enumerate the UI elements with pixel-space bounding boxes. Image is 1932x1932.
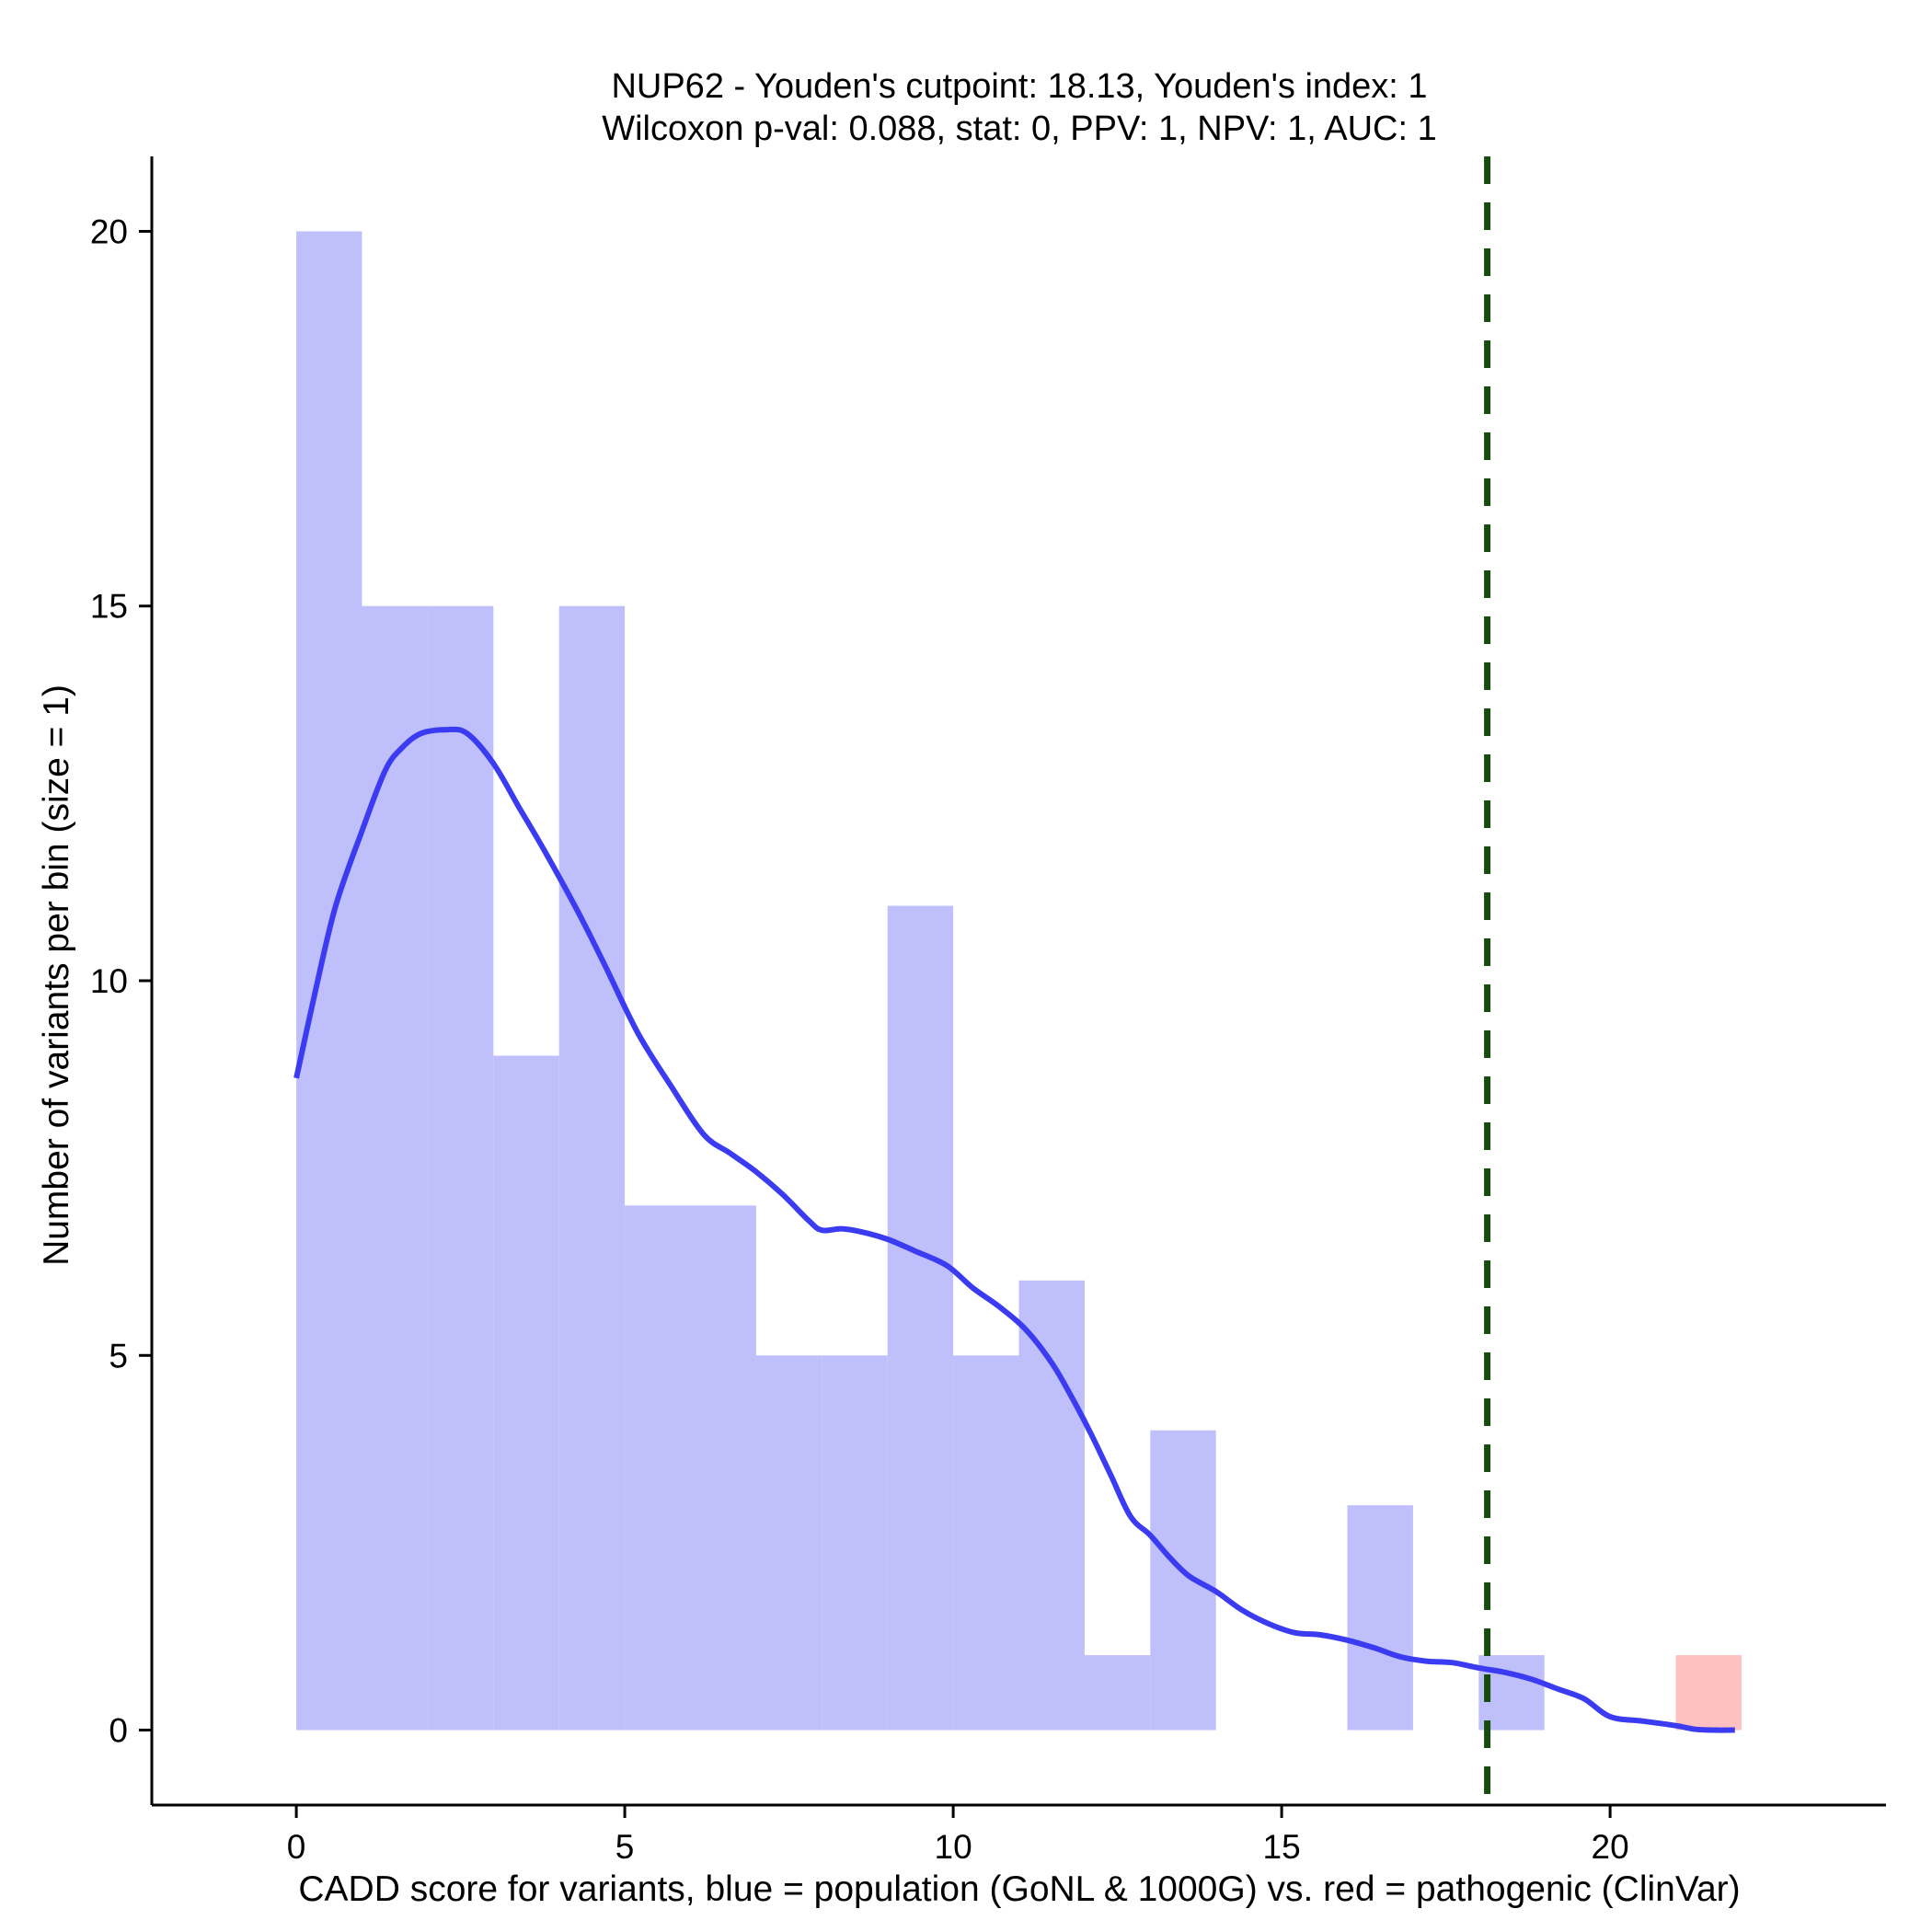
- x-tick-label-10: 10: [935, 1828, 972, 1866]
- population-bar-12: [1084, 1655, 1151, 1731]
- chart-title-line-1: NUP62 - Youden's cutpoint: 18.13, Youden…: [611, 67, 1427, 106]
- x-tick-label-5: 5: [615, 1828, 635, 1866]
- population-bar-16: [1347, 1505, 1413, 1731]
- x-axis-ticks: 0 5 10 15 20: [287, 1805, 1629, 1866]
- population-bar-13: [1150, 1430, 1216, 1731]
- population-bar-0: [296, 231, 362, 1731]
- population-bar-1: [362, 605, 428, 1731]
- x-axis-title: CADD score for variants, blue = populati…: [298, 1869, 1740, 1909]
- y-tick-label-20: 20: [90, 213, 128, 250]
- population-bar-8: [822, 1355, 888, 1731]
- y-tick-label-15: 15: [90, 588, 128, 626]
- population-density-curve: [293, 726, 1735, 1733]
- population-bar-4: [558, 605, 626, 1731]
- y-axis-ticks: 0 5 10 15 20: [90, 213, 152, 1750]
- population-bar-6: [690, 1205, 756, 1731]
- population-bar-9: [887, 905, 954, 1731]
- population-bar-2: [427, 605, 494, 1731]
- population-bar-5: [625, 1205, 691, 1731]
- y-tick-label-0: 0: [109, 1712, 128, 1750]
- population-bar-10: [953, 1355, 1019, 1731]
- x-tick-label-0: 0: [287, 1828, 306, 1866]
- pathogenic-histogram-bars: [1675, 1655, 1742, 1731]
- population-bar-11: [1018, 1280, 1085, 1731]
- population-histogram-bars: [296, 231, 1545, 1731]
- y-tick-label-5: 5: [109, 1337, 128, 1374]
- population-bar-7: [755, 1355, 822, 1731]
- pathogenic-bar-21: [1675, 1655, 1742, 1731]
- y-tick-label-10: 10: [90, 962, 128, 1000]
- chart-title-line-2: Wilcoxon p-val: 0.088, stat: 0, PPV: 1, …: [602, 109, 1436, 148]
- y-axis-title: Number of variants per bin (size = 1): [37, 684, 76, 1266]
- x-tick-label-20: 20: [1592, 1828, 1629, 1866]
- population-bar-3: [493, 1055, 559, 1731]
- x-tick-label-15: 15: [1263, 1828, 1301, 1866]
